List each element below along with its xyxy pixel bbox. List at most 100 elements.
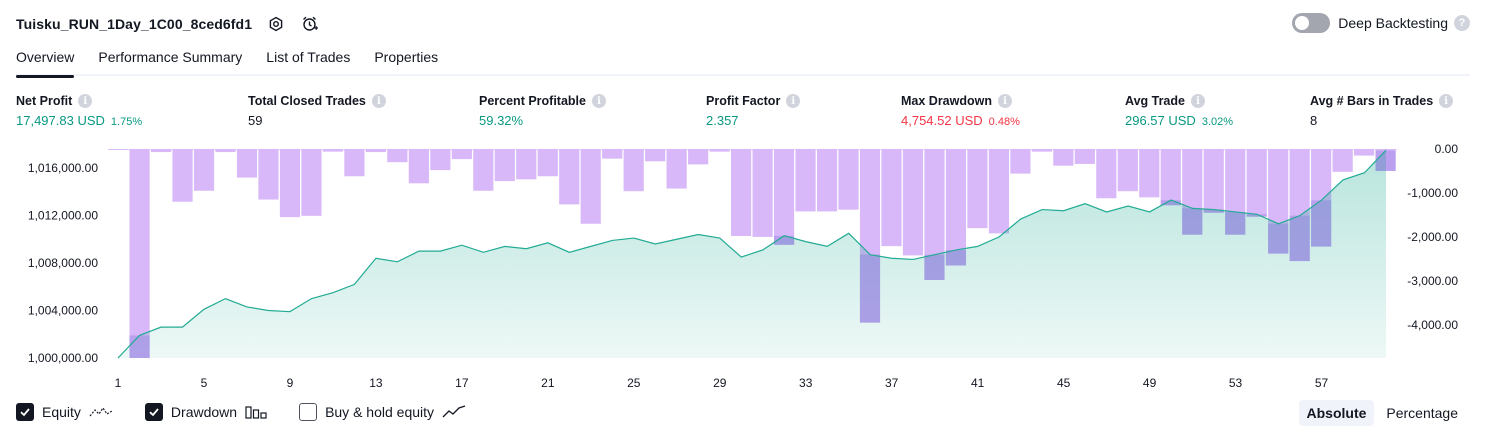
- left-axis-tick-label: 1,008,000.00: [28, 256, 98, 270]
- x-axis-tick-label: 33: [799, 376, 813, 390]
- drawdown-bar[interactable]: [795, 149, 816, 212]
- drawdown-bar[interactable]: [322, 149, 344, 152]
- drawdown-bar[interactable]: [773, 149, 795, 245]
- drawdown-bar[interactable]: [645, 149, 666, 162]
- drawdown-bar[interactable]: [559, 149, 580, 205]
- x-axis-tick-label: 25: [627, 376, 641, 390]
- metric-max-drawdown: Max Drawdown i 4,754.52 USD 0.48%: [901, 94, 1020, 128]
- equity-drawdown-chart[interactable]: 1,016,000.00 1,012,000.00 1,008,000.00 1,00…: [0, 140, 1486, 395]
- drawdown-equity-overlap: [945, 249, 967, 266]
- drawdown-bar[interactable]: [602, 149, 623, 159]
- drawdown-bar[interactable]: [108, 149, 129, 150]
- settings-icon[interactable]: [266, 14, 286, 34]
- equity-line-icon: [89, 405, 113, 419]
- drawdown-bar[interactable]: [172, 149, 193, 202]
- drawdown-bar[interactable]: [1096, 149, 1117, 199]
- drawdown-bar[interactable]: [193, 149, 215, 191]
- drawdown-bar[interactable]: [988, 149, 1009, 234]
- right-axis-tick-label: -2,000.00: [1407, 230, 1458, 244]
- drawdown-bar[interactable]: [1074, 149, 1095, 164]
- equity-checkbox[interactable]: [16, 403, 34, 421]
- drawdown-bar[interactable]: [816, 149, 838, 212]
- x-axis-tick-label: 53: [1229, 376, 1243, 390]
- drawdown-bar[interactable]: [258, 149, 279, 200]
- drawdown-bar[interactable]: [1139, 149, 1160, 198]
- metric-percent: 3.02%: [1201, 116, 1234, 128]
- add-alert-icon[interactable]: [300, 14, 320, 34]
- drawdown-bar[interactable]: [924, 149, 945, 280]
- drawdown-checkbox[interactable]: [144, 403, 163, 421]
- drawdown-bar[interactable]: [236, 149, 258, 178]
- drawdown-bar[interactable]: [1117, 149, 1138, 192]
- metric-percent-profitable: Percent Profitable i 59.32%: [479, 94, 606, 128]
- info-icon[interactable]: i: [998, 94, 1012, 108]
- metric-value: 4,754.52 USD: [901, 113, 983, 128]
- drawdown-bar[interactable]: [709, 149, 730, 152]
- buy-hold-checkbox[interactable]: [299, 403, 318, 421]
- tab-performance-summary[interactable]: Performance Summary: [98, 49, 243, 65]
- tab-overview[interactable]: Overview: [16, 46, 75, 78]
- drawdown-bar[interactable]: [1354, 149, 1375, 156]
- drawdown-equity-overlap: [1246, 214, 1267, 217]
- drawdown-bar[interactable]: [473, 149, 494, 191]
- drawdown-equity-overlap: [859, 254, 881, 323]
- drawdown-bar[interactable]: [752, 149, 773, 237]
- legend-equity[interactable]: Equity: [16, 403, 113, 421]
- tab-list-of-trades[interactable]: List of Trades: [266, 49, 351, 65]
- drawdown-bar[interactable]: [279, 149, 301, 218]
- drawdown-bar[interactable]: [516, 149, 537, 180]
- percentage-button[interactable]: Percentage: [1386, 405, 1458, 421]
- drawdown-bar[interactable]: [1332, 149, 1353, 172]
- drawdown-equity-overlap: [924, 254, 945, 280]
- deep-backtesting-toggle[interactable]: [1292, 13, 1331, 33]
- legend-buy-hold-label: Buy & hold equity: [325, 404, 435, 420]
- drawdown-bar[interactable]: [1246, 149, 1267, 217]
- absolute-button[interactable]: Absolute: [1298, 400, 1375, 426]
- help-icon[interactable]: ?: [1454, 15, 1470, 31]
- drawdown-bar[interactable]: [1203, 149, 1224, 213]
- drawdown-bar[interactable]: [129, 149, 150, 358]
- x-axis-tick-label: 13: [369, 376, 383, 390]
- drawdown-bar[interactable]: [408, 149, 429, 184]
- drawdown-bar[interactable]: [387, 149, 408, 163]
- drawdown-bar[interactable]: [537, 149, 558, 177]
- metric-value: 59: [248, 113, 263, 128]
- info-icon[interactable]: i: [1439, 94, 1454, 108]
- legend-buy-hold[interactable]: Buy & hold equity: [299, 403, 466, 421]
- equity-line[interactable]: [117, 149, 1387, 359]
- drawdown-bar[interactable]: [838, 149, 859, 210]
- info-icon[interactable]: i: [591, 94, 606, 108]
- drawdown-bar[interactable]: [1010, 149, 1031, 174]
- report-tabs: Overview Performance Summary List of Tra…: [16, 46, 1470, 78]
- buy-hold-line-icon: [442, 405, 466, 419]
- left-axis-tick-label: 1,000,000.00: [28, 351, 98, 365]
- metric-label: Avg # Bars in Trades: [1310, 94, 1434, 108]
- drawdown-bar[interactable]: [967, 149, 988, 229]
- drawdown-bar[interactable]: [215, 149, 236, 153]
- drawdown-bar[interactable]: [731, 149, 752, 237]
- x-axis-tick-label: 9: [287, 376, 294, 390]
- info-icon[interactable]: i: [786, 94, 801, 108]
- info-icon[interactable]: i: [78, 94, 93, 108]
- drawdown-bar[interactable]: [430, 149, 451, 171]
- drawdown-bar[interactable]: [1031, 149, 1052, 152]
- drawdown-bar[interactable]: [902, 149, 924, 256]
- drawdown-bar[interactable]: [301, 149, 322, 216]
- drawdown-bar[interactable]: [688, 149, 709, 165]
- drawdown-bar[interactable]: [945, 149, 967, 266]
- drawdown-bar[interactable]: [365, 149, 386, 153]
- drawdown-bar[interactable]: [666, 149, 687, 189]
- drawdown-bar[interactable]: [881, 149, 902, 247]
- drawdown-bar[interactable]: [1053, 149, 1074, 166]
- drawdown-bar[interactable]: [451, 149, 472, 160]
- drawdown-bar[interactable]: [344, 149, 365, 177]
- info-icon[interactable]: i: [371, 94, 386, 108]
- drawdown-bar[interactable]: [494, 149, 515, 182]
- drawdown-bar[interactable]: [1160, 149, 1181, 206]
- tab-properties[interactable]: Properties: [374, 49, 439, 65]
- drawdown-bar[interactable]: [150, 149, 172, 153]
- drawdown-bar[interactable]: [580, 149, 601, 224]
- info-icon[interactable]: i: [1190, 94, 1205, 108]
- legend-drawdown[interactable]: Drawdown: [144, 403, 267, 421]
- drawdown-bar[interactable]: [623, 149, 644, 192]
